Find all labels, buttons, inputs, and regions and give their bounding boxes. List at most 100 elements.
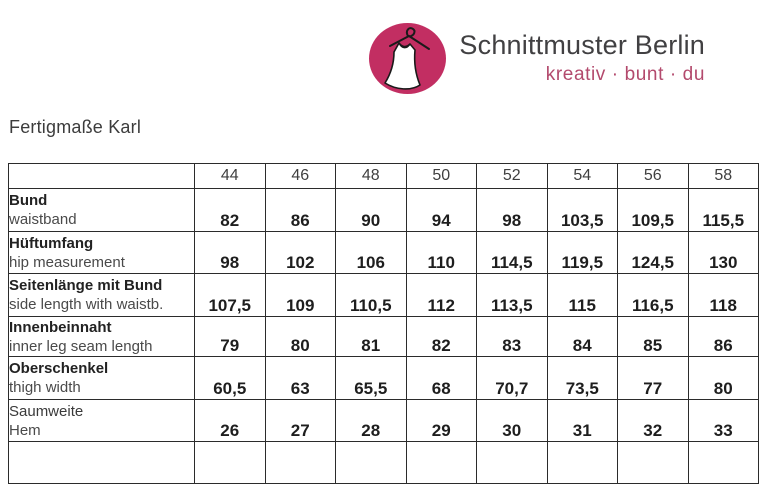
value-cell: 130 — [687, 231, 759, 274]
value-cell: 28 — [335, 399, 407, 442]
size-header-row: 44 46 48 50 52 54 56 58 — [8, 163, 759, 189]
measurement-label: Bund waistband — [8, 188, 195, 232]
value-cell: 63 — [264, 356, 336, 400]
size-column-header: 46 — [264, 163, 336, 189]
value-cell: 107,5 — [194, 273, 266, 317]
value-cell: 70,7 — [476, 356, 548, 400]
value-cell: 113,5 — [476, 273, 548, 317]
brand-tagline: kreativ · bunt · du — [545, 64, 705, 85]
value-cell: 115 — [546, 273, 618, 317]
measurement-label-de: Saumweite — [9, 402, 84, 420]
value-cell: 98 — [476, 188, 548, 232]
logo-text-block: Schnittmuster Berlin kreativ · bunt · du — [455, 30, 705, 86]
measurement-label-de: Bund — [9, 192, 48, 209]
value-cell: 60,5 — [194, 356, 266, 400]
measurement-label-de: Seitenlänge mit Bund — [9, 277, 163, 294]
value-cell: 114,5 — [476, 231, 548, 274]
empty-cell — [687, 441, 759, 484]
table-row-thigh: Oberschenkel thigh width 60,5 63 65,5 68… — [8, 356, 759, 400]
size-column-header: 54 — [546, 163, 618, 189]
value-cell: 110 — [405, 231, 477, 274]
value-cell: 68 — [405, 356, 477, 400]
measurement-label-en: inner leg seam length — [9, 337, 153, 355]
brand-logo: Schnittmuster Berlin kreativ · bunt · du — [369, 18, 709, 100]
value-cell: 106 — [335, 231, 407, 274]
value-cell: 124,5 — [617, 231, 689, 274]
empty-cell — [335, 441, 407, 484]
value-cell: 83 — [476, 316, 548, 357]
empty-cell — [405, 441, 477, 484]
page-title: Fertigmaße Karl — [9, 117, 142, 137]
value-cell: 116,5 — [617, 273, 689, 317]
corner-cell — [8, 163, 195, 189]
value-cell: 82 — [405, 316, 477, 357]
value-cell: 109 — [264, 273, 336, 317]
value-cell: 65,5 — [335, 356, 407, 400]
value-cell: 94 — [405, 188, 477, 232]
dress-on-hanger-icon — [384, 27, 430, 90]
value-cell: 81 — [335, 316, 407, 357]
measurement-label-en: Hem — [9, 421, 41, 439]
measurement-label: Saumweite Hem — [8, 399, 195, 442]
value-cell: 26 — [194, 399, 266, 442]
value-cell: 80 — [264, 316, 336, 357]
value-cell: 27 — [264, 399, 336, 442]
measurement-label: Hüftumfang hip measurement — [8, 231, 195, 274]
measurement-label-en: hip measurement — [9, 253, 125, 271]
value-cell: 86 — [264, 188, 336, 232]
empty-cell — [546, 441, 618, 484]
empty-cell — [8, 441, 195, 484]
measurement-label-de: Hüftumfang — [9, 234, 94, 252]
value-cell: 112 — [405, 273, 477, 317]
value-cell: 102 — [264, 231, 336, 274]
measurement-label-de: Oberschenkel — [9, 360, 109, 377]
value-cell: 31 — [546, 399, 618, 442]
table-row-side-length: Seitenlänge mit Bund side length with wa… — [8, 273, 759, 317]
table-row-hip: Hüftumfang hip measurement 98 102 106 11… — [8, 231, 759, 274]
value-cell: 85 — [617, 316, 689, 357]
value-cell: 73,5 — [546, 356, 618, 400]
table-row-inner-leg: Innenbeinnaht inner leg seam length 79 8… — [8, 316, 759, 357]
value-cell: 79 — [194, 316, 266, 357]
measurement-label: Oberschenkel thigh width — [8, 356, 195, 400]
size-column-header: 48 — [335, 163, 407, 189]
empty-cell — [264, 441, 336, 484]
value-cell: 109,5 — [617, 188, 689, 232]
size-column-header: 52 — [476, 163, 548, 189]
value-cell: 84 — [546, 316, 618, 357]
empty-cell — [194, 441, 266, 484]
value-cell: 98 — [194, 231, 266, 274]
empty-cell — [617, 441, 689, 484]
value-cell: 80 — [687, 356, 759, 400]
measurement-label: Seitenlänge mit Bund side length with wa… — [8, 273, 195, 317]
logo-circle — [369, 23, 446, 94]
size-table: 44 46 48 50 52 54 56 58 Bund waistband 8… — [8, 163, 759, 484]
value-cell: 90 — [335, 188, 407, 232]
size-column-header: 58 — [687, 163, 759, 189]
value-cell: 86 — [687, 316, 759, 357]
measurement-label-en: side length with waistb. — [9, 296, 164, 313]
measurement-label-en: waistband — [9, 211, 77, 228]
brand-name: Schnittmuster Berlin — [459, 30, 705, 60]
size-column-header: 56 — [617, 163, 689, 189]
measurement-label: Innenbeinnaht inner leg seam length — [8, 316, 195, 357]
value-cell: 110,5 — [335, 273, 407, 317]
value-cell: 115,5 — [687, 188, 759, 232]
table-row-hem: Saumweite Hem 26 27 28 29 30 31 32 33 — [8, 399, 759, 442]
value-cell: 32 — [617, 399, 689, 442]
empty-cell — [476, 441, 548, 484]
value-cell: 77 — [617, 356, 689, 400]
value-cell: 29 — [405, 399, 477, 442]
value-cell: 30 — [476, 399, 548, 442]
size-column-header: 50 — [405, 163, 477, 189]
measurement-label-en: thigh width — [9, 379, 81, 396]
table-row-waistband: Bund waistband 82 86 90 94 98 103,5 109,… — [8, 188, 759, 232]
value-cell: 119,5 — [546, 231, 618, 274]
value-cell: 33 — [687, 399, 759, 442]
value-cell: 118 — [687, 273, 759, 317]
value-cell: 82 — [194, 188, 266, 232]
empty-table-row — [8, 441, 759, 484]
measurement-label-de: Innenbeinnaht — [9, 318, 112, 336]
size-column-header: 44 — [194, 163, 266, 189]
